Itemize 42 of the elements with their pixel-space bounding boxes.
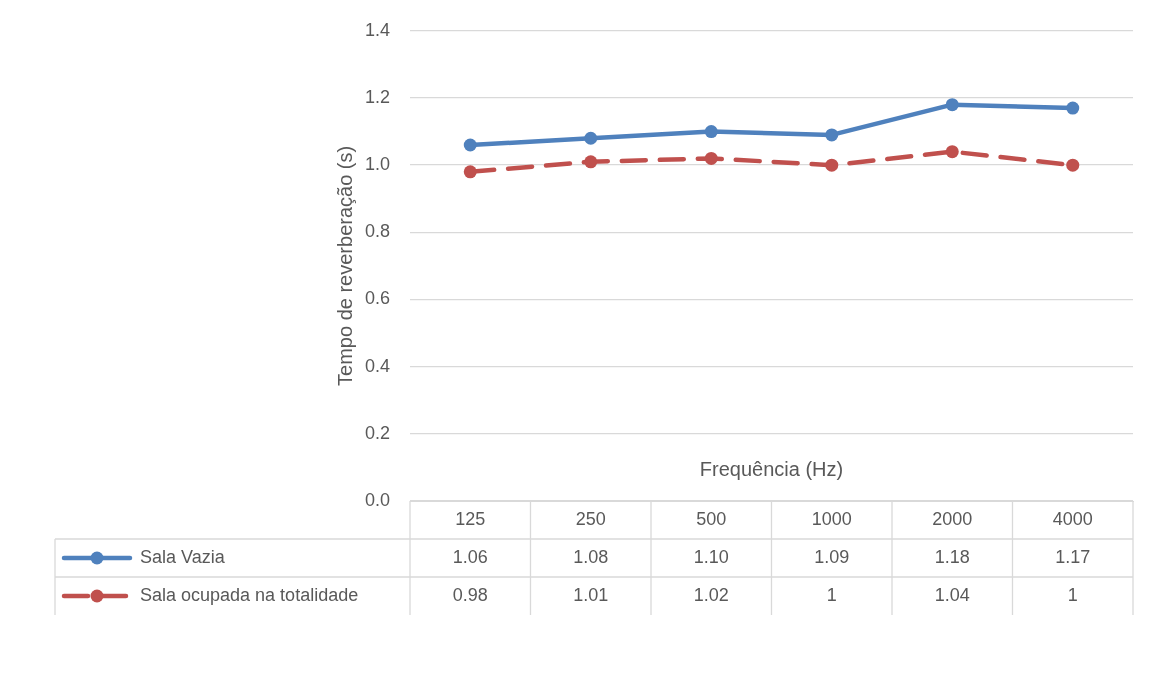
x-tick-label: 2000 (932, 508, 973, 529)
point (704, 151, 718, 165)
x-tick-label: 1000 (811, 508, 852, 529)
data-label: 1 (1067, 584, 1078, 605)
data-label: 1.17 (1055, 546, 1091, 567)
data-label: 1.18 (934, 546, 970, 567)
point (825, 128, 839, 142)
x-tick-label: 250 (575, 508, 606, 529)
data-label: 1 (826, 584, 837, 605)
y-tick-label: 0.8 (364, 221, 390, 242)
data-label: 1.02 (693, 584, 729, 605)
x-tick-label: 4000 (1052, 508, 1093, 529)
data-label: 1.10 (693, 546, 729, 567)
point (1066, 158, 1080, 172)
x-axis-title: Frequência (Hz) (699, 457, 844, 480)
data-label: 1.01 (573, 584, 609, 605)
y-tick-label: 0.4 (364, 355, 390, 376)
y-tick-label: 1.0 (364, 154, 390, 175)
point (463, 138, 477, 152)
point (584, 155, 598, 169)
x-tick-label: 125 (455, 508, 486, 529)
point (945, 98, 959, 112)
point (584, 131, 598, 145)
y-axis-title: Tempo de reverberação (s) (333, 145, 356, 386)
x-tick-label: 500 (696, 508, 727, 529)
y-tick-label: 1.2 (364, 86, 390, 107)
data-label: 0.98 (452, 584, 488, 605)
data-label: 1.08 (573, 546, 609, 567)
legend-label: Sala Vazia (140, 546, 226, 567)
y-tick-label: 0.0 (364, 489, 390, 510)
point (945, 145, 959, 159)
point (1066, 101, 1080, 115)
point (704, 125, 718, 139)
data-label: 1.04 (934, 584, 970, 605)
data-label: 1.06 (452, 546, 488, 567)
y-tick-label: 0.6 (364, 288, 390, 309)
y-tick-label: 1.4 (364, 19, 390, 40)
data-label: 1.09 (814, 546, 850, 567)
legend-label: Sala ocupada na totalidade (140, 584, 359, 605)
point (825, 158, 839, 172)
point (463, 165, 477, 179)
y-tick-label: 0.2 (364, 422, 390, 443)
